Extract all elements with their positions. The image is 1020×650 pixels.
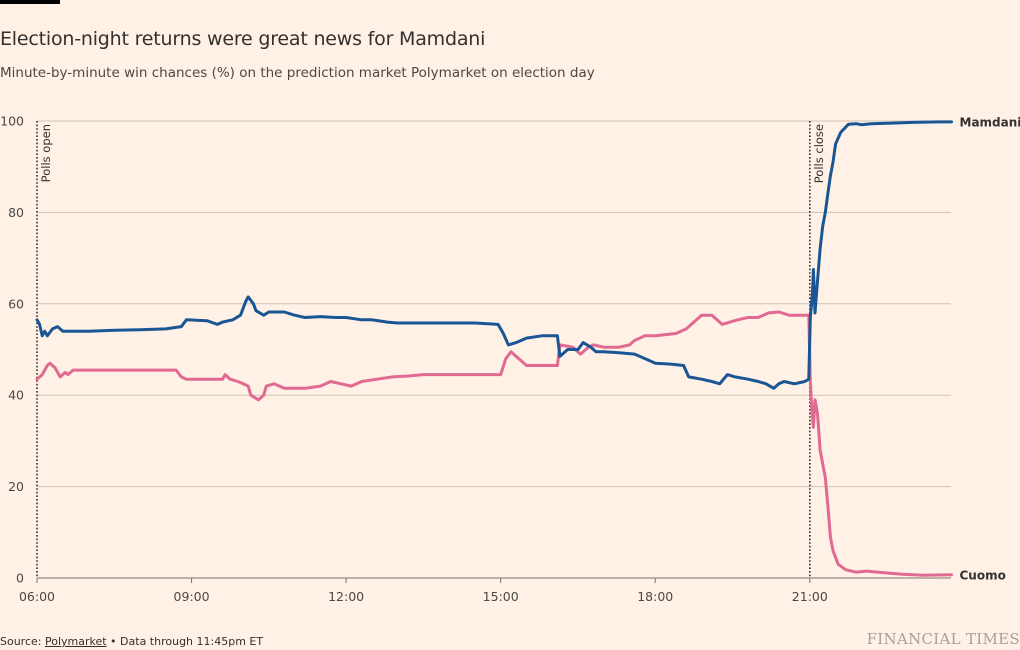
x-axis: 06:00 09:00 12:00 15:00 18:00 21:00 bbox=[19, 577, 951, 604]
y-tick-label: 0 bbox=[16, 571, 24, 586]
series-label-cuomo: Cuomo bbox=[960, 568, 1006, 582]
ft-brand-bar bbox=[0, 0, 60, 4]
source-link[interactable]: Polymarket bbox=[44, 635, 107, 648]
series-line-mamdani bbox=[35, 120, 953, 390]
annotation-label: Polls open bbox=[39, 124, 53, 182]
y-tick-label: 20 bbox=[8, 479, 24, 494]
annotations: Polls open Polls close bbox=[36, 121, 826, 578]
x-tick-label: 09:00 bbox=[174, 589, 210, 604]
x-tick-label: 21:00 bbox=[792, 589, 828, 604]
chart-title: Election-night returns were great news f… bbox=[0, 27, 486, 50]
series-lines bbox=[35, 120, 953, 577]
series-line-cuomo bbox=[35, 310, 953, 577]
source-suffix: • Data through 11:45pm ET bbox=[106, 635, 264, 648]
annotation-label: Polls close bbox=[812, 124, 826, 183]
x-tick-label: 06:00 bbox=[19, 589, 55, 604]
gridlines bbox=[37, 120, 951, 488]
y-tick-label: 80 bbox=[8, 205, 24, 220]
x-tick-label: 15:00 bbox=[483, 589, 519, 604]
x-tick-label: 12:00 bbox=[328, 589, 364, 604]
series-labels: Cuomo Mamdani bbox=[960, 115, 1020, 582]
source-note: Source: Polymarket • Data through 11:45p… bbox=[0, 635, 263, 648]
y-tick-label: 60 bbox=[8, 296, 24, 311]
x-tick-label: 18:00 bbox=[637, 589, 673, 604]
chart-subtitle: Minute-by-minute win chances (%) on the … bbox=[0, 65, 595, 81]
source-prefix: Source: bbox=[0, 635, 45, 648]
y-tick-label: 100 bbox=[0, 114, 24, 129]
series-label-mamdani: Mamdani bbox=[960, 115, 1020, 129]
y-axis-ticks: 0 20 40 60 80 100 bbox=[0, 114, 24, 586]
financial-times-logo: FINANCIAL TIMES bbox=[866, 630, 1020, 648]
y-tick-label: 40 bbox=[8, 388, 24, 403]
